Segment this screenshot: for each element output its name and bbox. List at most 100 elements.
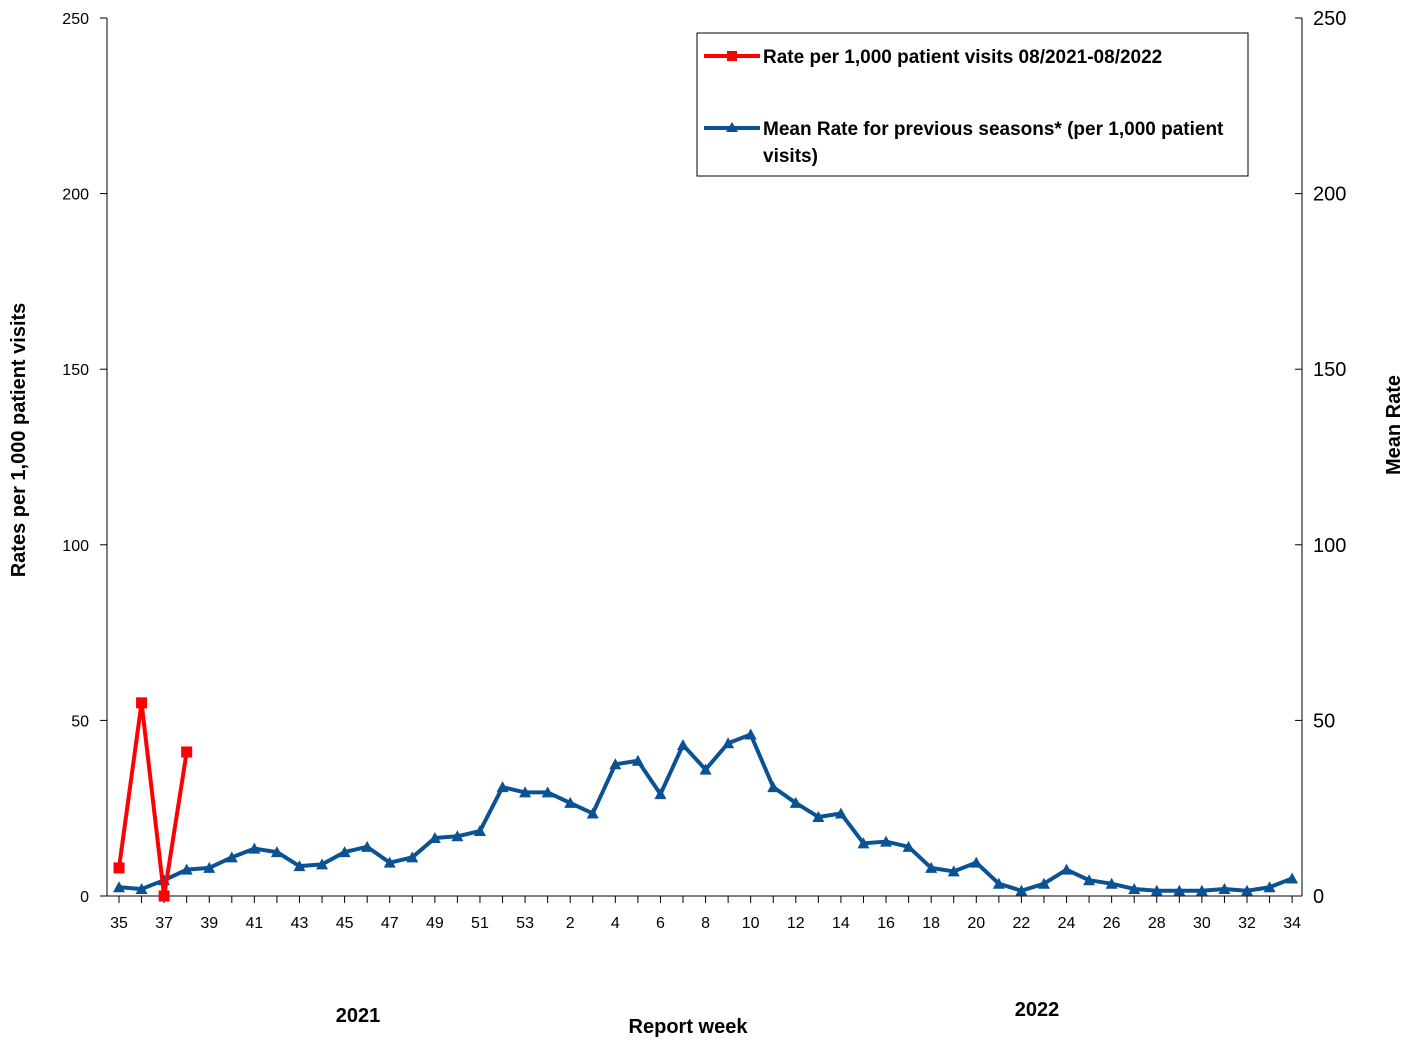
mean-data-point [586,807,599,819]
mean-data-point [834,807,847,819]
mean-data-point [338,846,351,858]
y2-tick-label: 150 [1313,359,1346,381]
mean-data-point [880,835,893,847]
legend-item-mean: Mean Rate for previous seasons* (per 1,0… [704,119,1229,167]
mean-data-point [699,763,712,775]
mean-data-point [925,861,938,873]
x-tick-label: 39 [200,915,218,932]
x-tick-label: 6 [656,915,665,932]
y-tick-label: 200 [62,187,89,204]
y2-tick-label: 100 [1313,535,1346,557]
mean-data-point [677,738,689,750]
mean-data-point [451,830,464,842]
mean-data-point [316,858,329,870]
x-tick-label: 51 [471,915,489,932]
mean-data-point [496,781,509,793]
year-label-2022: 2022 [1015,999,1060,1021]
mean-data-point [361,840,374,852]
mean-data-point [902,840,915,852]
mean-data-point [722,737,735,749]
mean-data-point [767,781,780,793]
mean-data-point [406,851,419,863]
mean-data-point [1286,872,1299,884]
rate-data-point [158,890,170,902]
x-tick-label: 10 [742,915,760,932]
y-axis-title: Rates per 1,000 patient visits [8,303,30,578]
x-tick-label: 47 [381,915,399,932]
x-ticks: 35 37 39 41 43 45 47 49 51 53 2 4 6 8 10 12 14 16 18 20 22 24… [110,896,1301,932]
mean-data-point [519,786,532,798]
y-tick-label: 50 [71,713,89,730]
mean-data-point [1015,884,1028,896]
y2-tick-label: 50 [1313,710,1335,732]
mean-data-point [248,842,261,854]
rate-data-point [113,862,125,874]
mean-series-line [118,732,1293,893]
mean-data-point [293,860,306,872]
x-axis-title: Report week [629,1016,749,1038]
mean-data-point [428,832,441,844]
legend-rate-marker [727,51,737,61]
right-y-ticks: 0 50 100 150 200 250 [1295,8,1346,908]
y-tick-label: 150 [62,362,89,379]
y2-tick-label: 250 [1313,8,1346,30]
y-tick-label: 250 [62,11,89,28]
x-tick-label: 35 [110,915,128,932]
rate-series-line [117,700,189,898]
mean-data-point [1150,884,1163,896]
mean-data-point [1218,882,1231,894]
x-tick-label: 37 [155,915,173,932]
mean-data-point [744,728,757,740]
mean-data-point [135,882,148,894]
mean-data-point [1173,884,1186,896]
mean-data-point [970,856,983,868]
legend-mean-label: Mean Rate for previous seasons* (per 1,0… [763,119,1229,167]
mean-data-point [113,881,125,893]
mean-data-point [473,825,486,837]
legend: Rate per 1,000 patient visits 08/2021-08… [696,32,1249,177]
mean-data-point [609,758,622,770]
x-tick-label: 14 [832,915,850,932]
legend-box [696,32,1249,177]
mean-data-point [631,754,644,766]
y2-tick-label: 0 [1313,886,1324,908]
y-tick-label: 0 [80,889,89,906]
mean-data-point [541,786,554,798]
x-tick-label: 4 [611,915,620,932]
mean-data-point [203,861,216,873]
x-tick-label: 45 [336,915,354,932]
x-tick-label: 34 [1283,915,1301,932]
mean-data-point [1083,874,1096,886]
x-tick-label: 2 [566,915,575,932]
x-tick-label: 49 [426,915,444,932]
mean-data-point [1128,882,1141,894]
mean-data-point [1105,877,1118,889]
mean-data-point [1263,881,1276,893]
y-tick-label: 100 [62,538,89,555]
mean-data-point [564,796,577,808]
mean-data-point [857,837,870,849]
mean-data-point [1060,863,1073,875]
x-tick-label: 8 [701,915,710,932]
y2-tick-label: 200 [1313,184,1346,206]
x-tick-label: 20 [967,915,985,932]
mean-data-point [992,877,1005,889]
y2-axis-title: Mean Rate [1383,375,1405,475]
x-tick-label: 22 [1013,915,1031,932]
mean-data-point [225,851,238,863]
x-tick-label: 16 [877,915,895,932]
left-y-ticks: 0 50 100 150 200 250 [62,11,107,906]
x-tick-label: 28 [1148,915,1166,932]
x-tick-label: 18 [922,915,940,932]
series-layer [113,697,1299,902]
x-tick-label: 41 [245,915,263,932]
legend-item-rate: Rate per 1,000 patient visits 08/2021-08… [704,47,1162,68]
x-tick-label: 43 [291,915,309,932]
x-tick-label: 12 [787,915,805,932]
mean-data-point [1037,877,1050,889]
mean-data-point [789,796,802,808]
x-tick-label: 26 [1103,915,1121,932]
year-label-2021: 2021 [336,1005,381,1027]
mean-data-point [812,810,825,822]
